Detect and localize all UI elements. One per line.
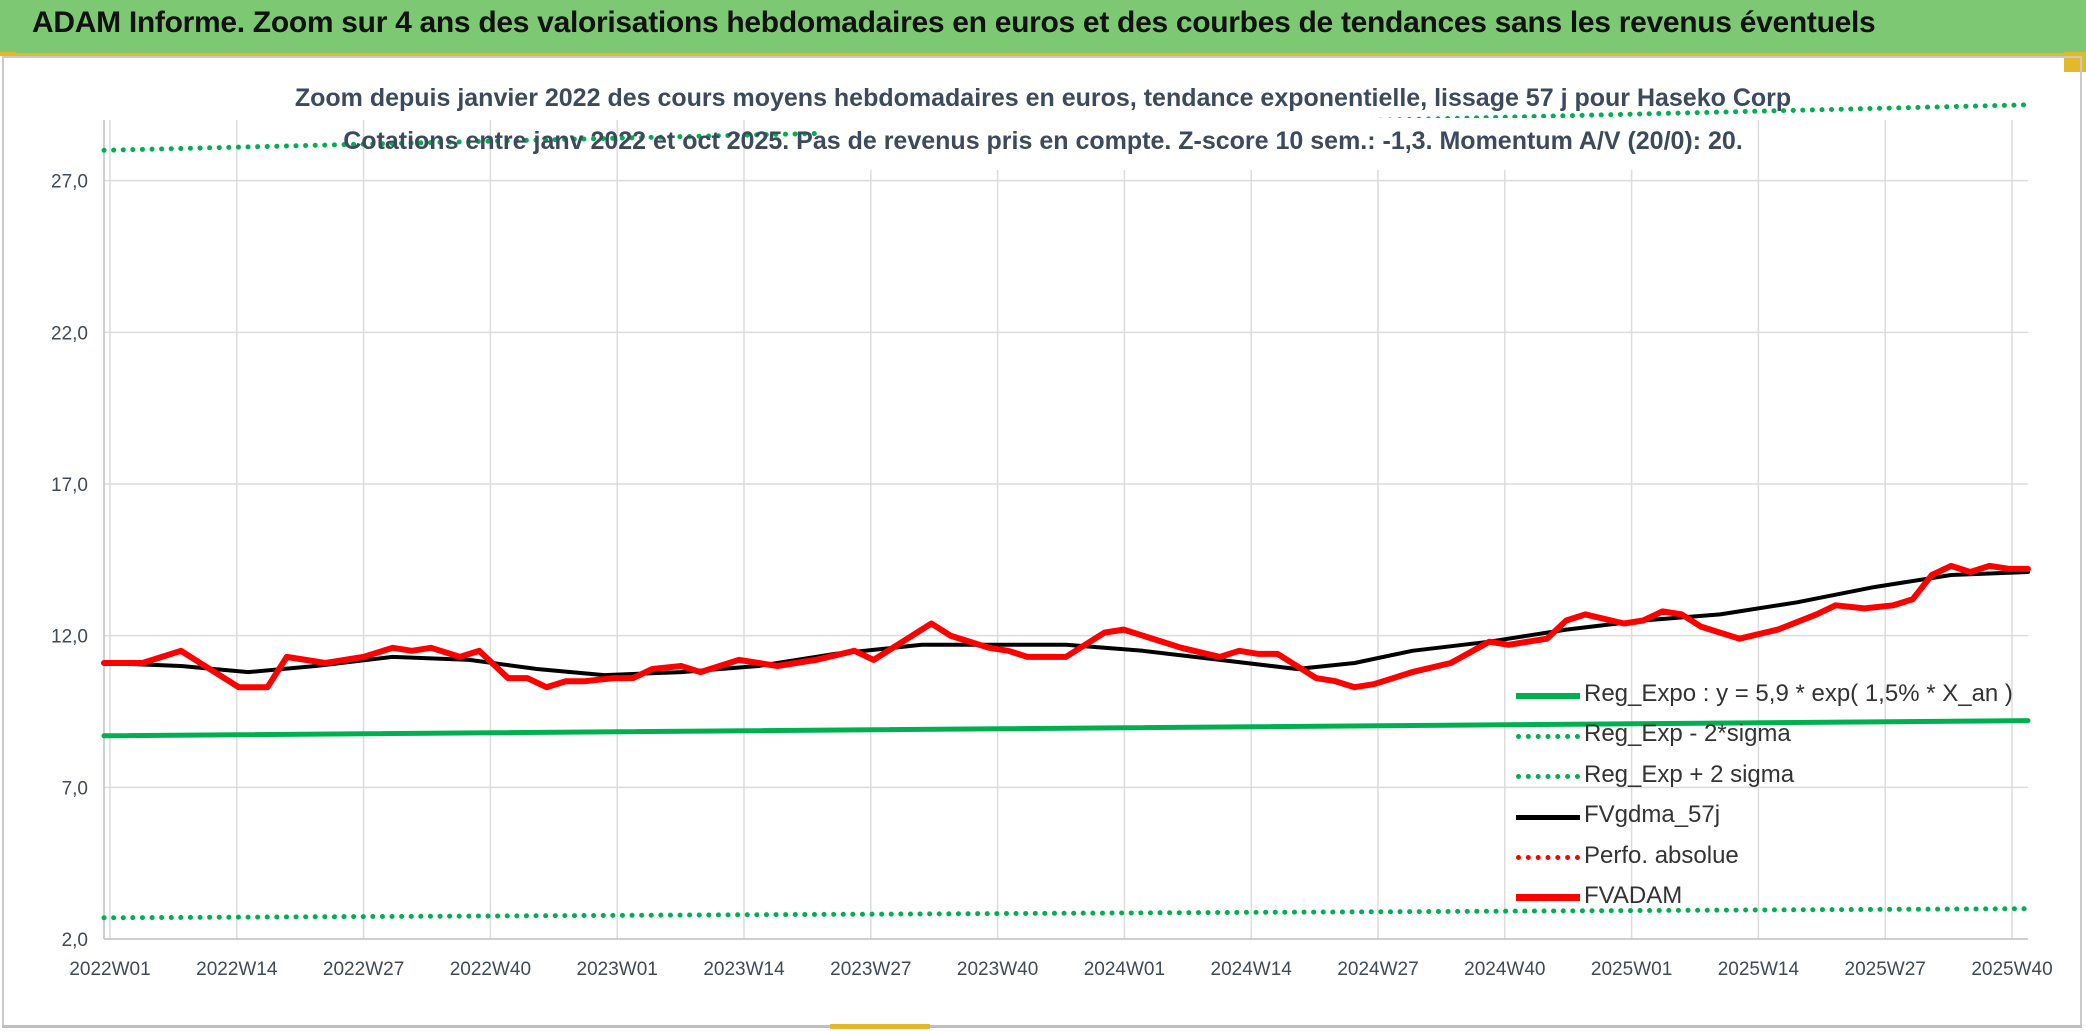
y-tick-label: 12,0	[51, 627, 88, 648]
legend-label: Reg_Exp - 2*sigma	[1584, 720, 1791, 748]
legend-item: Perfo. absolue	[1516, 838, 2016, 878]
legend-label: Reg_Exp + 2 sigma	[1584, 760, 1795, 788]
legend-item: FVgdma_57j	[1516, 797, 2016, 837]
bottom-border	[2, 1025, 2082, 1028]
x-tick-label: 2022W27	[323, 959, 404, 980]
legend-swatch	[1516, 855, 1580, 861]
legend-item: Reg_Exp - 2*sigma	[1516, 716, 2016, 756]
x-tick-label: 2024W14	[1211, 959, 1293, 980]
chart-subtitle: Cotations entre janv 2022 et oct 2025. P…	[343, 127, 1743, 155]
legend-item: FVADAM	[1516, 878, 2016, 918]
x-tick-label: 2023W01	[577, 959, 658, 980]
x-tick-label: 2023W27	[830, 959, 911, 980]
legend-swatch	[1516, 814, 1580, 820]
report-banner: ADAM Informe. Zoom sur 4 ans des valoris…	[0, 0, 2086, 56]
legend-label: FVADAM	[1584, 881, 1683, 909]
x-tick-label: 2022W14	[196, 959, 278, 980]
legend-label: Reg_Expo : y = 5,9 * exp( 1,5% * X_an )	[1584, 680, 2013, 707]
x-tick-label: 2024W01	[1084, 959, 1165, 980]
x-tick-label: 2025W27	[1845, 959, 1926, 980]
x-tick-label: 2025W01	[1591, 959, 1672, 980]
bottom-accent	[830, 1024, 930, 1029]
y-tick-label: 17,0	[51, 475, 88, 496]
chart-legend: Reg_Expo : y = 5,9 * exp( 1,5% * X_an ) R…	[1516, 676, 2016, 918]
x-tick-label: 2022W01	[69, 959, 150, 980]
chart-title: Zoom depuis janvier 2022 des cours moyen…	[294, 84, 1792, 112]
x-tick-label: 2024W40	[1464, 959, 1545, 980]
y-tick-label: 2,0	[62, 930, 88, 951]
legend-swatch	[1516, 693, 1580, 699]
legend-item: Reg_Expo : y = 5,9 * exp( 1,5% * X_an )	[1516, 676, 2016, 716]
legend-label: Perfo. absolue	[1584, 841, 1739, 869]
x-tick-label: 2025W14	[1718, 959, 1800, 980]
x-tick-label: 2025W40	[1971, 959, 2052, 980]
x-tick-label: 2024W27	[1337, 959, 1418, 980]
y-tick-label: 22,0	[51, 323, 88, 344]
y-tick-label: 7,0	[62, 778, 88, 799]
series-line-3	[102, 570, 2030, 678]
legend-item: Reg_Exp + 2 sigma	[1516, 757, 2016, 797]
series-line-5	[101, 562, 2031, 691]
report-title: ADAM Informe. Zoom sur 4 ans des valoris…	[32, 6, 1876, 39]
title-backdrop	[820, 118, 1740, 170]
legend-swatch	[1516, 774, 1580, 780]
corner-accent-left	[0, 52, 16, 56]
series-line-0	[101, 718, 2031, 739]
legend-swatch	[1516, 733, 1580, 739]
legend-swatch	[1516, 894, 1580, 902]
x-tick-label: 2023W14	[703, 959, 785, 980]
legend-label: FVgdma_57j	[1584, 801, 1721, 829]
x-tick-label: 2022W40	[450, 959, 531, 980]
y-tick-label: 27,0	[51, 172, 88, 193]
x-tick-label: 2023W40	[957, 959, 1038, 980]
series-line-1	[101, 906, 2031, 921]
